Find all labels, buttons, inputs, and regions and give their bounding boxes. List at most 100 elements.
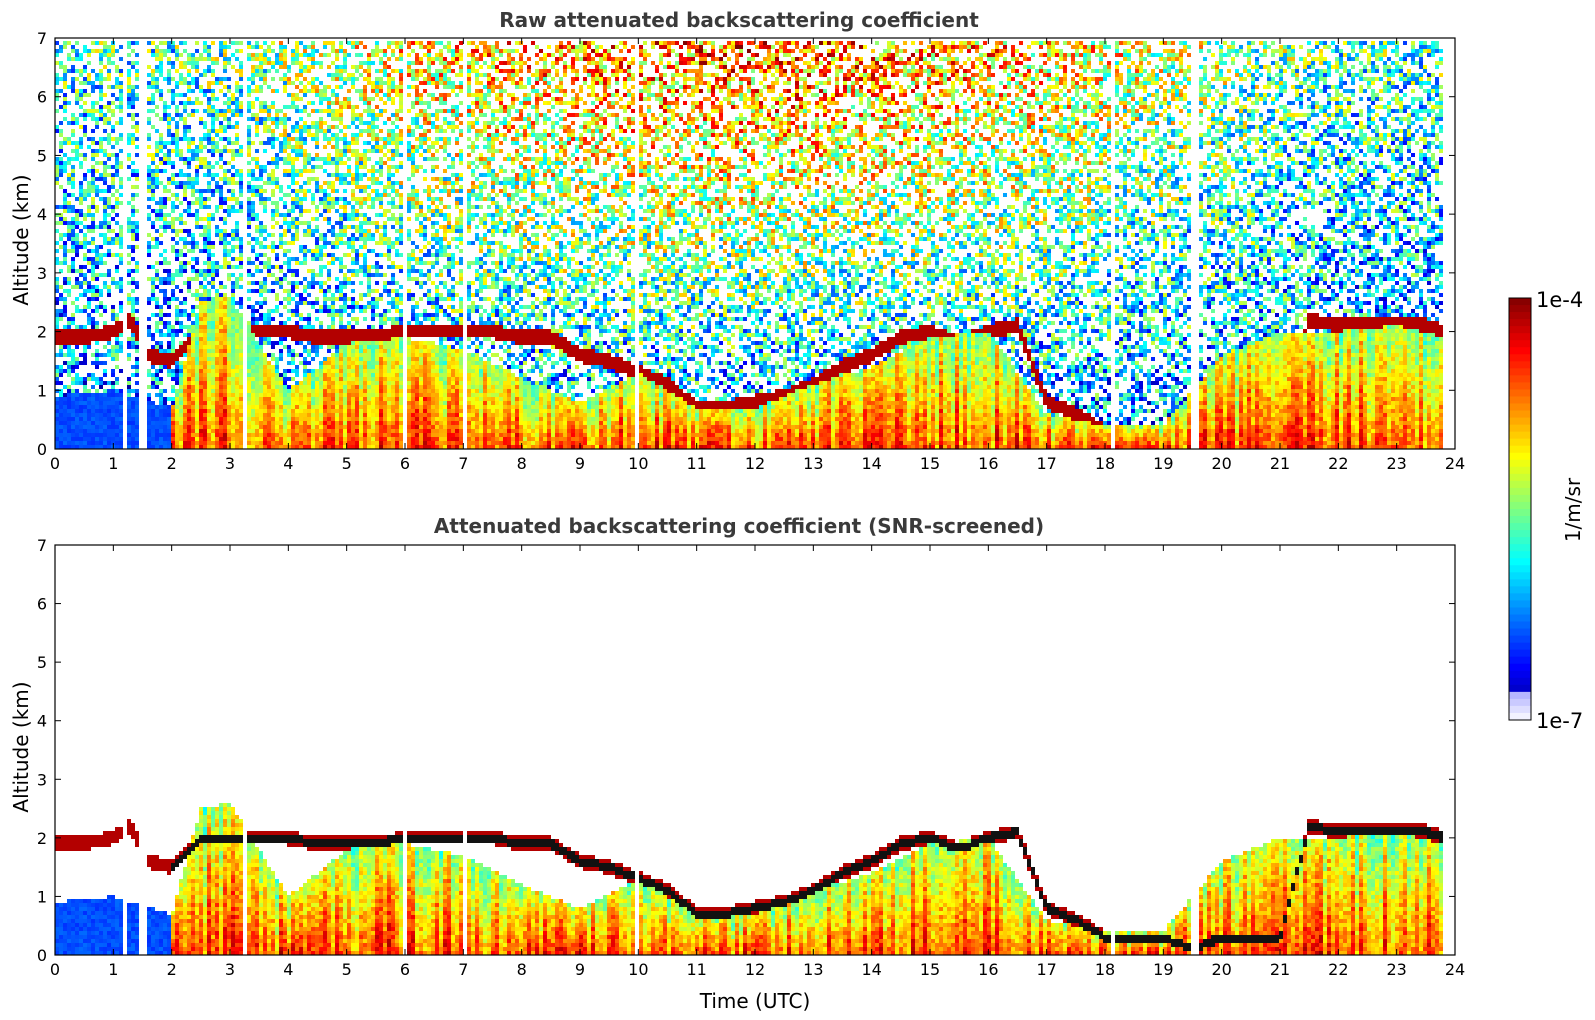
heatmap-cell: [55, 249, 59, 253]
heatmap-cell: [135, 281, 139, 285]
heatmap-cell: [103, 213, 107, 217]
heatmap-cell: [251, 345, 255, 349]
heatmap-cell: [107, 293, 111, 297]
heatmap-cell: [291, 221, 295, 225]
heatmap-cell: [255, 413, 259, 417]
heatmap-cell: [167, 121, 171, 125]
heatmap-cell: [267, 177, 271, 181]
heatmap-cell: [195, 157, 199, 161]
heatmap-cell: [295, 41, 299, 45]
heatmap-cell: [151, 185, 155, 189]
heatmap-cell: [231, 405, 235, 409]
heatmap-cell: [159, 53, 163, 57]
heatmap-cell: [99, 173, 103, 177]
heatmap-cell: [167, 341, 171, 345]
heatmap-cell: [135, 297, 139, 301]
heatmap-cell: [75, 377, 79, 381]
heatmap-cell: [231, 257, 235, 261]
heatmap-cell: [83, 345, 87, 349]
heatmap-cell: [359, 365, 363, 369]
heatmap-cell: [207, 273, 211, 277]
heatmap-cell: [95, 193, 99, 197]
heatmap-cell: [283, 117, 287, 121]
heatmap-cell: [251, 437, 255, 441]
heatmap-cell: [287, 413, 291, 417]
heatmap-cell: [259, 109, 263, 113]
heatmap-cell: [163, 201, 167, 205]
heatmap-cell: [63, 309, 67, 313]
heatmap-cell: [335, 357, 339, 361]
heatmap-cell: [87, 73, 91, 77]
heatmap-cell: [99, 89, 103, 93]
heatmap-cell: [319, 393, 323, 397]
heatmap-cell: [303, 317, 307, 321]
heatmap-cell: [119, 245, 123, 249]
heatmap-cell: [219, 333, 223, 337]
heatmap-cell: [319, 53, 323, 57]
heatmap-cell: [299, 437, 303, 441]
heatmap-cell: [91, 277, 95, 281]
heatmap-cell: [135, 265, 139, 269]
heatmap-cell: [91, 257, 95, 261]
heatmap-cell: [263, 149, 267, 153]
heatmap-cell: [287, 401, 291, 405]
heatmap-cell: [223, 445, 227, 449]
heatmap-cell: [359, 345, 363, 349]
heatmap-cell: [135, 333, 139, 337]
heatmap-cell: [195, 57, 199, 61]
heatmap-cell: [75, 97, 79, 101]
heatmap-cell: [235, 105, 239, 109]
heatmap-cell: [71, 329, 75, 333]
heatmap-cell: [115, 265, 119, 269]
heatmap-cell: [203, 293, 207, 297]
heatmap-cell: [215, 337, 219, 341]
heatmap-cell: [263, 189, 267, 193]
heatmap-cell: [107, 165, 111, 169]
heatmap-cell: [231, 389, 235, 393]
heatmap-cell: [83, 77, 87, 81]
heatmap-cell: [199, 161, 203, 165]
heatmap-cell: [127, 85, 131, 89]
heatmap-cell: [55, 413, 59, 417]
heatmap-cell: [363, 157, 367, 161]
heatmap-cell: [327, 405, 331, 409]
heatmap-cell: [99, 429, 103, 433]
heatmap-cell: [255, 429, 259, 433]
heatmap-cell: [59, 337, 63, 341]
heatmap-cell: [175, 109, 179, 113]
heatmap-cell: [175, 445, 179, 449]
heatmap-cell: [179, 53, 183, 57]
heatmap-cell: [355, 353, 359, 357]
heatmap-cell: [259, 261, 263, 265]
heatmap-cell: [351, 245, 355, 249]
heatmap-cell: [335, 157, 339, 161]
heatmap-cell: [331, 333, 335, 337]
heatmap-cell: [299, 213, 303, 217]
heatmap-cell: [83, 353, 87, 357]
heatmap-cell: [303, 161, 307, 165]
heatmap-cell: [363, 381, 367, 385]
heatmap-cell: [223, 397, 227, 401]
heatmap-cell: [87, 305, 91, 309]
heatmap-cell: [311, 369, 315, 373]
heatmap-cell: [219, 121, 223, 125]
heatmap-cell: [291, 189, 295, 193]
heatmap-cell: [359, 233, 363, 237]
heatmap-cell: [235, 169, 239, 173]
heatmap-cell: [299, 313, 303, 317]
heatmap-cell: [343, 225, 347, 229]
heatmap-cell: [175, 441, 179, 445]
heatmap-cell: [247, 413, 251, 417]
heatmap-cell: [331, 353, 335, 357]
heatmap-cell: [187, 261, 191, 265]
heatmap-cell: [71, 365, 75, 369]
heatmap-cell: [255, 369, 259, 373]
heatmap-cell: [303, 325, 307, 329]
heatmap-cell: [95, 321, 99, 325]
heatmap-cell: [167, 353, 171, 357]
heatmap-cell: [251, 289, 255, 293]
heatmap-cell: [339, 229, 343, 233]
heatmap-cell: [223, 405, 227, 409]
heatmap-cell: [283, 169, 287, 173]
heatmap-cell: [79, 433, 83, 437]
